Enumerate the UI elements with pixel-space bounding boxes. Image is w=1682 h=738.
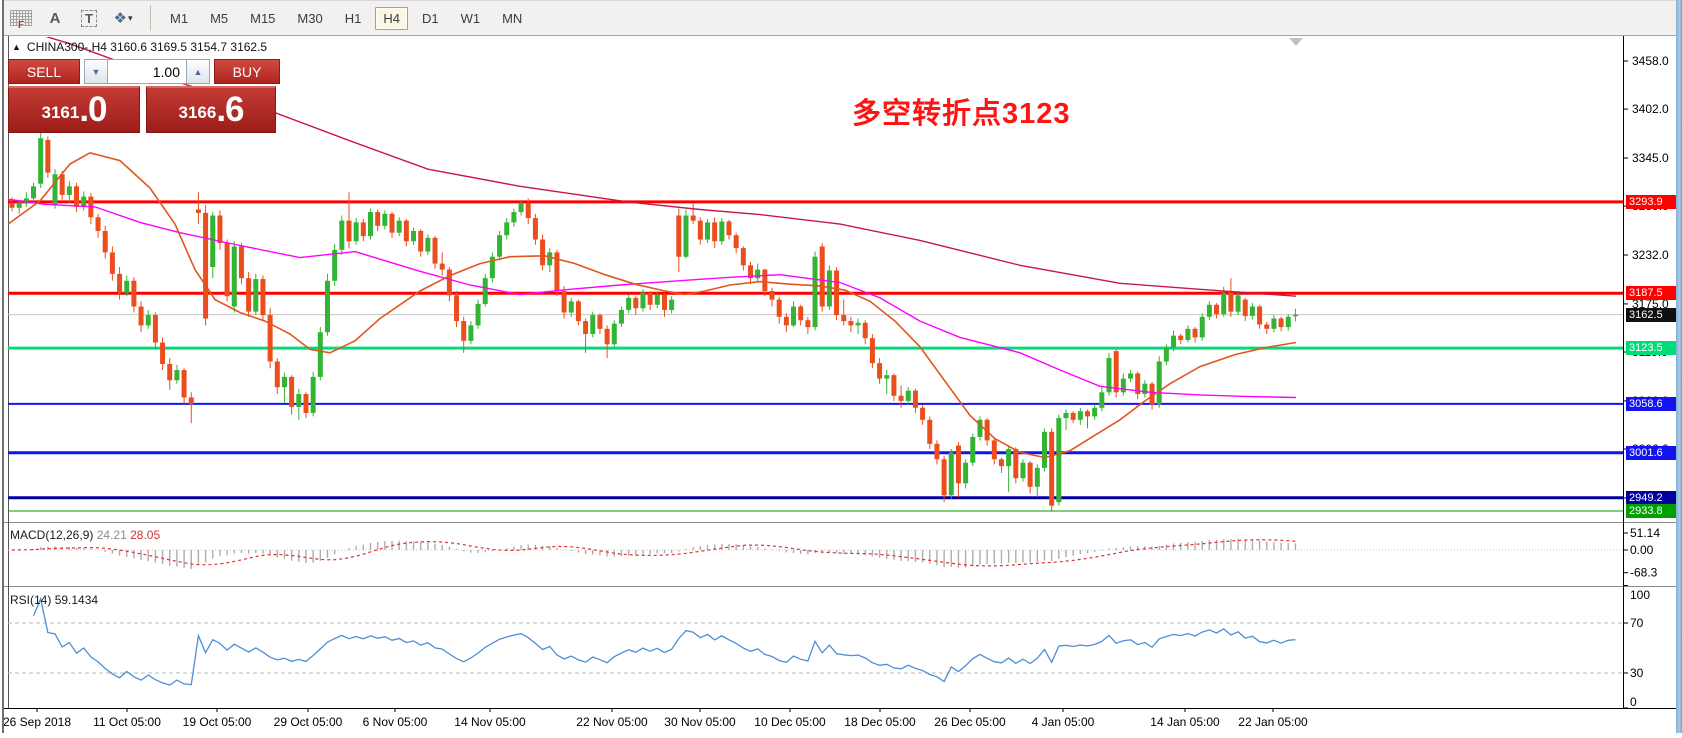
ma-mid-magenta (7, 198, 1297, 399)
time-axis-label: 14 Nov 05:00 (454, 715, 526, 729)
price-tick-label: 3402.0 (1632, 102, 1669, 116)
macd-tick-label: 0.00 (1630, 543, 1654, 557)
macd-name: MACD(12,26,9) (10, 528, 94, 542)
rsi-label: RSI(14) 59.1434 (10, 593, 98, 607)
rsi-tick-label: 70 (1630, 616, 1644, 630)
time-axis-label: 29 Oct 05:00 (274, 715, 343, 729)
price-tag-3123.5: 3123.5 (1626, 341, 1681, 355)
window-right-border (1676, 0, 1682, 733)
one-click-trading-panel: SELL ▼ 1.00 ▲ BUY 3161.0 3166.6 (8, 59, 280, 133)
collapse-arrow-icon[interactable]: ▲ (12, 42, 21, 52)
time-axis-label: 26 Sep 2018 (3, 715, 71, 729)
time-axis-label: 26 Dec 05:00 (934, 715, 1006, 729)
rsi-tick-label: 30 (1630, 666, 1644, 680)
tf-button-mn[interactable]: MN (502, 10, 523, 26)
text-label-button[interactable]: T (74, 5, 104, 31)
tf-button-h1[interactable]: H1 (344, 10, 362, 26)
macd-signal-line (11, 539, 1296, 567)
price-tag-3058.6: 3058.6 (1626, 397, 1681, 411)
volume-increase-button[interactable]: ▲ (186, 59, 210, 84)
tf-button-m30[interactable]: M30 (297, 10, 323, 26)
symbols-button[interactable]: ❖ ▾ (108, 5, 138, 31)
price-tag-3293.9: 3293.9 (1626, 195, 1681, 209)
macd-layer (8, 538, 1623, 569)
time-axis-label: 22 Jan 05:00 (1238, 715, 1308, 729)
price-tag-3187.5: 3187.5 (1626, 286, 1681, 300)
price-tag-3162.5: 3162.5 (1626, 308, 1681, 322)
rsi-tick-label: 0 (1630, 695, 1637, 709)
volume-decrease-button[interactable]: ▼ (84, 59, 108, 84)
macd-tick-label: -68.3 (1630, 566, 1658, 580)
macd-main-value: 24.21 (96, 528, 127, 542)
sell-price-display[interactable]: 3161.0 (8, 86, 140, 133)
buy-price-display[interactable]: 3166.6 (146, 86, 276, 133)
buy-price-main: 3166 (178, 103, 217, 122)
grid-icon-letter: F (18, 20, 25, 31)
sell-price-main: 3161 (41, 103, 80, 122)
tf-button-d1[interactable]: D1 (421, 10, 439, 26)
time-axis-label: 14 Jan 05:00 (1150, 715, 1220, 729)
time-axis-label: 10 Dec 05:00 (754, 715, 826, 729)
tf-button-w1[interactable]: W1 (460, 10, 481, 26)
price-tag-2949.2: 2949.2 (1626, 491, 1681, 505)
price-tick-label: 3175.0 (1632, 297, 1669, 311)
price-tag-3001.6: 3001.6 (1626, 446, 1681, 460)
rsi-name: RSI(14) (10, 593, 52, 607)
symbols-icon: ❖ (113, 10, 127, 27)
template-grid-icon[interactable]: F (6, 5, 36, 31)
chart-text-annotation: 多空转折点3123 (852, 98, 1071, 130)
sell-price-decimal: .0 (79, 90, 107, 129)
toolbar: F A T ❖ ▾ M1 M5 M15 M30 H1 H4 D1 W1 MN (4, 0, 1676, 36)
time-axis-label: 19 Oct 05:00 (183, 715, 252, 729)
dropdown-caret-icon: ▾ (127, 12, 133, 23)
price-tick-label: 3345.0 (1632, 151, 1669, 165)
grid-icon: F (10, 10, 32, 31)
volume-input[interactable]: 1.00 (108, 59, 186, 84)
tf-button-m1[interactable]: M1 (170, 10, 189, 26)
chart-header: ▲ CHINA300-,H4 3160.6 3169.5 3154.7 3162… (12, 40, 267, 54)
rsi-layer (8, 596, 1623, 686)
time-axis-label: 22 Nov 05:00 (576, 715, 648, 729)
candles-layer (9, 132, 1298, 511)
rsi-tick-label: 100 (1630, 588, 1650, 602)
price-tag-2933.8: 2933.8 (1626, 504, 1681, 518)
time-axis-label: 30 Nov 05:00 (664, 715, 736, 729)
ma-fast-orange (7, 151, 1297, 459)
macd-label: MACD(12,26,9) 24.21 28.05 (10, 528, 160, 542)
toolbar-separator (150, 5, 151, 31)
rsi-value: 59.1434 (54, 593, 99, 607)
sell-button[interactable]: SELL (8, 59, 80, 84)
font-tool-button[interactable]: A (40, 5, 70, 31)
time-axis-label: 4 Jan 05:00 (1032, 715, 1095, 729)
price-tick-label: 3232.0 (1632, 248, 1669, 262)
tf-button-m5[interactable]: M5 (210, 10, 229, 26)
rsi-line (32, 596, 1296, 686)
font-icon: A (49, 9, 61, 27)
macd-tick-label: 51.14 (1630, 526, 1660, 540)
price-tick-label: 3458.0 (1632, 54, 1669, 68)
buy-price-decimal: .6 (216, 90, 244, 129)
time-axis-label: 6 Nov 05:00 (363, 715, 428, 729)
macd-signal-value: 28.05 (130, 528, 161, 542)
text-box-icon: T (81, 9, 97, 27)
tf-button-h4-active[interactable]: H4 (375, 6, 408, 30)
time-axis-label: 18 Dec 05:00 (844, 715, 916, 729)
tf-button-m15[interactable]: M15 (250, 10, 276, 26)
main-chart-layer (7, 37, 1623, 512)
time-axis-label: 11 Oct 05:00 (93, 715, 161, 729)
buy-button[interactable]: BUY (214, 59, 280, 84)
symbol-ohlc-text: CHINA300-,H4 3160.6 3169.5 3154.7 3162.5 (26, 40, 268, 54)
chart-shift-marker-icon[interactable] (1289, 38, 1303, 46)
window-left-border (2, 0, 4, 733)
